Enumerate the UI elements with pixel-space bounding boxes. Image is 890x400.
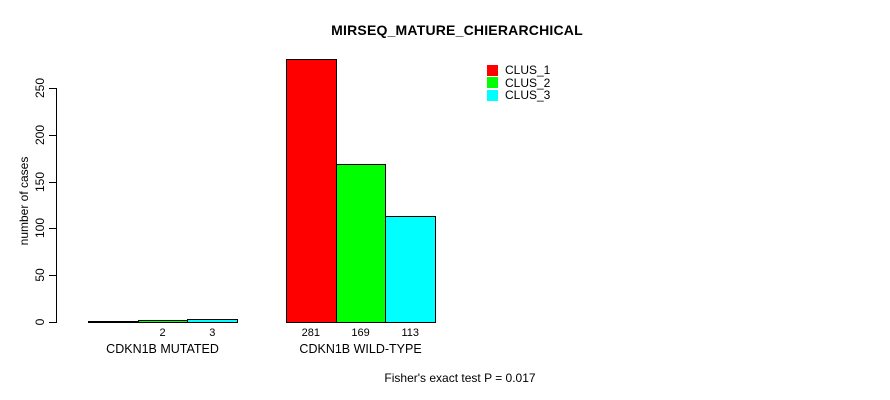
y-axis-tick-label: 50 [33, 268, 47, 282]
legend-swatch-clus-1 [487, 64, 498, 76]
y-axis-tick [49, 181, 56, 183]
x-category-label: CDKN1B MUTATED [106, 342, 219, 356]
y-axis-tick [49, 134, 56, 136]
bar-clus_1-wild-type [286, 59, 337, 323]
legend: CLUS_1 CLUS_2 CLUS_3 [487, 63, 551, 103]
legend-item-clus-1: CLUS_1 [487, 63, 551, 78]
y-axis-line [56, 88, 57, 323]
bar-clus_1-mutated [88, 321, 139, 323]
x-category-label: CDKN1B WILD-TYPE [299, 342, 422, 356]
bar-value-label: 113 [401, 327, 420, 339]
legend-label: CLUS_3 [505, 88, 551, 103]
bar-clus_2-mutated [137, 320, 189, 323]
y-axis-tick [49, 322, 56, 323]
y-axis-tick [49, 275, 56, 277]
fisher-test-annotation: Fisher's exact test P = 0.017 [384, 371, 536, 385]
bar-value-label: 281 [301, 327, 321, 339]
y-axis-tick [49, 88, 56, 89]
chart-title: MIRSEQ_MATURE_CHIERARCHICAL [331, 22, 583, 38]
y-axis-tick-label: 200 [33, 124, 47, 145]
bar-value-label: 169 [351, 327, 370, 339]
legend-label: CLUS_2 [505, 75, 551, 90]
legend-swatch-clus-3 [487, 89, 498, 101]
bar-value-label: 3 [209, 327, 216, 339]
legend-item-clus-2: CLUS_2 [487, 75, 551, 90]
y-axis-tick-label: 0 [33, 318, 47, 326]
y-axis-tick-label: 150 [33, 171, 47, 192]
y-axis-tick [49, 228, 56, 230]
y-axis-tick-label: 100 [33, 218, 47, 239]
bar-clus_3-mutated [187, 319, 239, 323]
bar-clus_3-wild-type [385, 216, 437, 323]
legend-swatch-clus-2 [487, 77, 498, 89]
bar-clus_2-wild-type [335, 164, 387, 323]
legend-label: CLUS_1 [505, 63, 551, 78]
bar-value-label: 2 [159, 327, 166, 339]
legend-item-clus-3: CLUS_3 [487, 88, 551, 103]
y-axis-tick-label: 250 [33, 77, 47, 99]
